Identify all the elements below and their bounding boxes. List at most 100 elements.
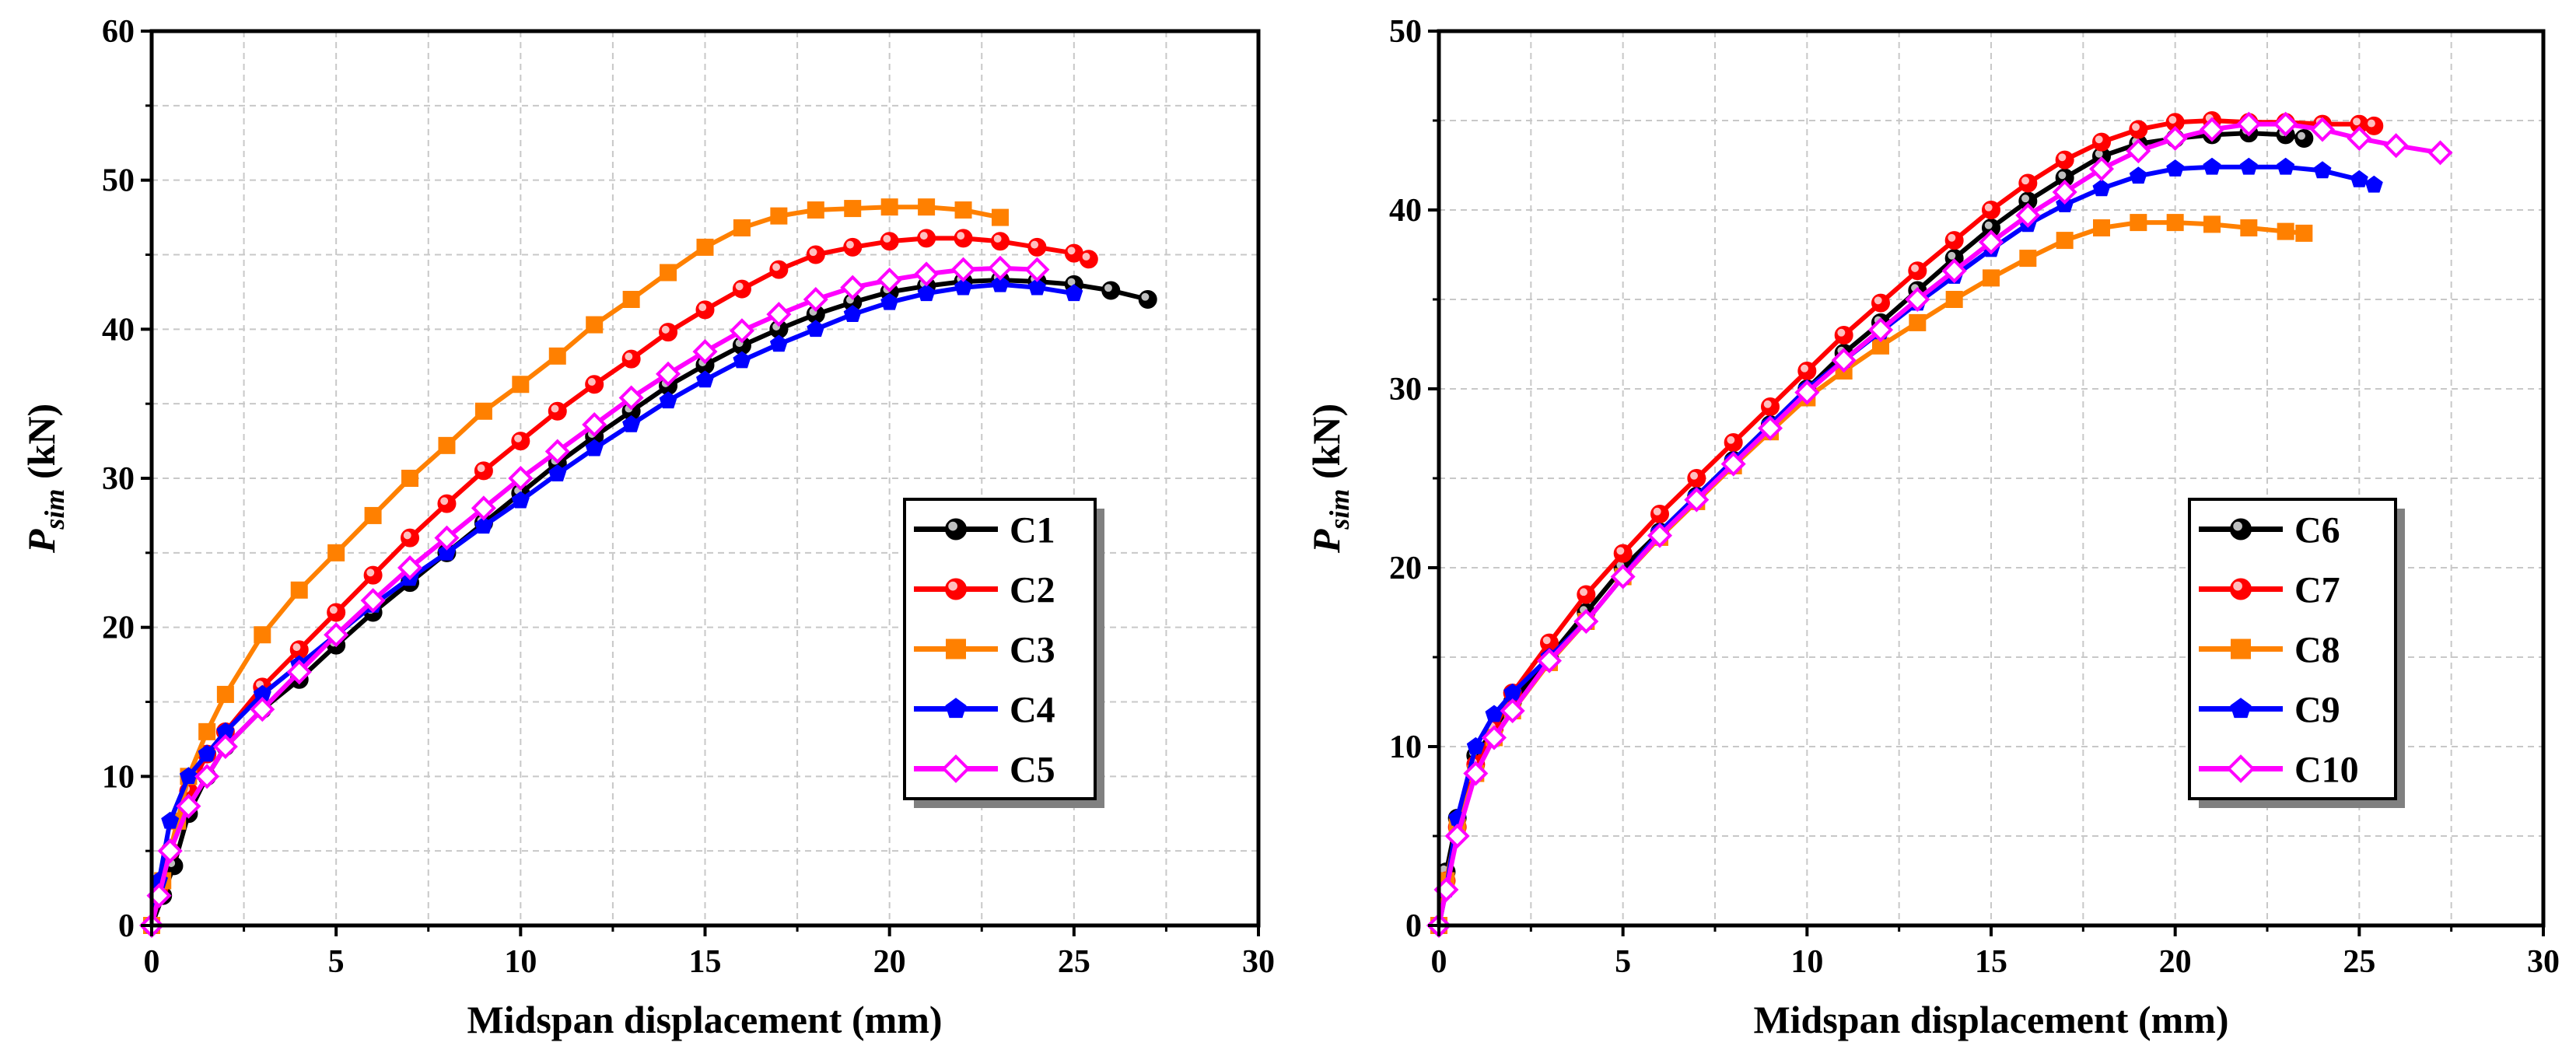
data-point-C10 — [1684, 487, 1710, 513]
ticks-right: 0 5 10 15 20 25 30 0 10 20 30 40 50 — [1389, 14, 2560, 980]
data-point-C4 — [438, 543, 456, 561]
data-point-C8 — [2166, 214, 2184, 232]
data-point-C4 — [179, 767, 198, 785]
legend-swatch-marker — [2226, 754, 2256, 783]
data-point-C3 — [512, 376, 530, 394]
legend-left: C1 C2 C3 C4 C5 — [903, 498, 1104, 808]
data-point-C9 — [2092, 179, 2111, 197]
data-point-C2-highlight — [1082, 253, 1090, 261]
data-point-C3 — [364, 506, 382, 524]
data-point-C10 — [1573, 608, 1599, 635]
data-point-C3 — [586, 316, 604, 334]
data-point-C10 — [2309, 117, 2336, 142]
legend-entry-C7: C7 — [2199, 570, 2340, 611]
data-point-C10 — [1978, 229, 2004, 255]
data-point-C8 — [2240, 219, 2258, 236]
data-point-C3 — [548, 347, 566, 365]
data-point-C10 — [2088, 156, 2115, 182]
data-point-C10 — [2126, 138, 2151, 164]
data-point-C5 — [1024, 257, 1050, 282]
y-tick-label: 20 — [1389, 551, 1422, 586]
y-tick-label: 30 — [1389, 372, 1422, 408]
legend-entry-C9: C9 — [2199, 690, 2340, 731]
data-point-C3 — [991, 208, 1009, 226]
data-point-C10 — [1867, 317, 1894, 343]
y-tick-label: 20 — [102, 610, 135, 646]
x-tick-label: 20 — [873, 944, 906, 980]
data-point-C9 — [2239, 157, 2258, 175]
data-point-C4 — [696, 370, 714, 388]
data-point-C5 — [360, 588, 386, 614]
data-point-C5 — [194, 764, 220, 789]
series-line-C5 — [149, 265, 1038, 926]
data-point-C9 — [2364, 175, 2383, 193]
legend-swatch-marker-highlight — [2233, 581, 2242, 591]
legend-swatch-marker — [2230, 698, 2252, 719]
y-tick-label: 60 — [102, 14, 135, 50]
legend-swatch-marker — [941, 754, 971, 783]
y-tick-label: 0 — [1405, 908, 1422, 944]
legend-entry-C8: C8 — [2199, 630, 2340, 671]
legend-swatch-marker — [2231, 638, 2251, 659]
data-point-C9 — [2277, 157, 2295, 175]
legend-swatch-marker-highlight — [948, 581, 957, 591]
data-point-C3 — [401, 470, 419, 487]
data-point-C3 — [844, 200, 862, 218]
x-tick-label: 25 — [2343, 944, 2375, 980]
legend-label: C1 — [1010, 510, 1055, 551]
legend-entry-C4: C4 — [914, 690, 1055, 731]
data-point-C2-highlight — [661, 325, 670, 334]
data-point-C4 — [733, 351, 751, 369]
data-point-C10 — [2015, 202, 2041, 228]
data-point-C6-highlight — [2095, 149, 2103, 158]
data-point-C4 — [659, 391, 677, 409]
data-point-C5 — [656, 361, 681, 387]
legend-entry-C6: C6 — [2199, 510, 2340, 551]
x-tick-label: 20 — [2159, 944, 2192, 980]
legend-swatch-marker — [946, 638, 966, 659]
data-point-C10 — [2162, 125, 2188, 152]
data-point-C4 — [548, 464, 567, 481]
x-tick-label: 15 — [1975, 944, 2007, 980]
data-point-C7-highlight — [1837, 328, 1846, 337]
data-point-C3 — [438, 436, 456, 454]
data-point-C2-highlight — [993, 235, 1002, 243]
data-point-C6-highlight — [2021, 194, 2029, 203]
data-point-C2-highlight — [477, 464, 485, 473]
data-point-C3 — [216, 685, 234, 703]
data-point-C5 — [766, 302, 792, 327]
legend-swatch-marker-highlight — [2233, 521, 2242, 531]
data-point-C7-highlight — [1653, 507, 1661, 516]
series-C6 — [1430, 124, 2314, 935]
data-point-C4 — [991, 275, 1010, 292]
data-point-C1-highlight — [1104, 284, 1112, 292]
data-point-C2-highlight — [587, 378, 596, 386]
y-tick-label: 10 — [1389, 729, 1422, 765]
data-point-C8 — [2295, 224, 2313, 242]
legend-entry-C3: C3 — [914, 630, 1055, 671]
series-C5 — [138, 255, 1050, 939]
data-point-C10 — [2383, 133, 2409, 159]
legend-entry-C10: C10 — [2199, 750, 2359, 791]
y-axis-title-sub-left: sim — [39, 489, 70, 530]
data-point-C4 — [511, 491, 530, 509]
data-point-C2-highlight — [292, 643, 301, 652]
data-point-C7-highlight — [1727, 436, 1735, 444]
data-point-C3 — [198, 722, 216, 740]
data-point-C7-highlight — [1690, 471, 1698, 480]
data-point-C2-highlight — [514, 434, 522, 443]
data-point-C7-highlight — [1911, 264, 1919, 272]
y-axis-title-unit-right: (kN) — [1304, 404, 1348, 489]
data-point-C5 — [397, 554, 423, 581]
data-point-C10 — [1831, 348, 1857, 373]
data-point-C5 — [544, 439, 570, 464]
data-point-C3 — [954, 201, 972, 219]
data-point-C6-highlight — [1440, 865, 1448, 873]
data-point-C4 — [585, 439, 604, 457]
data-point-C5 — [987, 255, 1013, 281]
y-axis-title-left: Psim (kN) — [19, 404, 70, 554]
legend-label: C2 — [1010, 570, 1055, 611]
data-point-C4 — [1027, 278, 1046, 296]
legend-entry-C1: C1 — [914, 510, 1055, 551]
data-point-C2-highlight — [1031, 240, 1039, 249]
